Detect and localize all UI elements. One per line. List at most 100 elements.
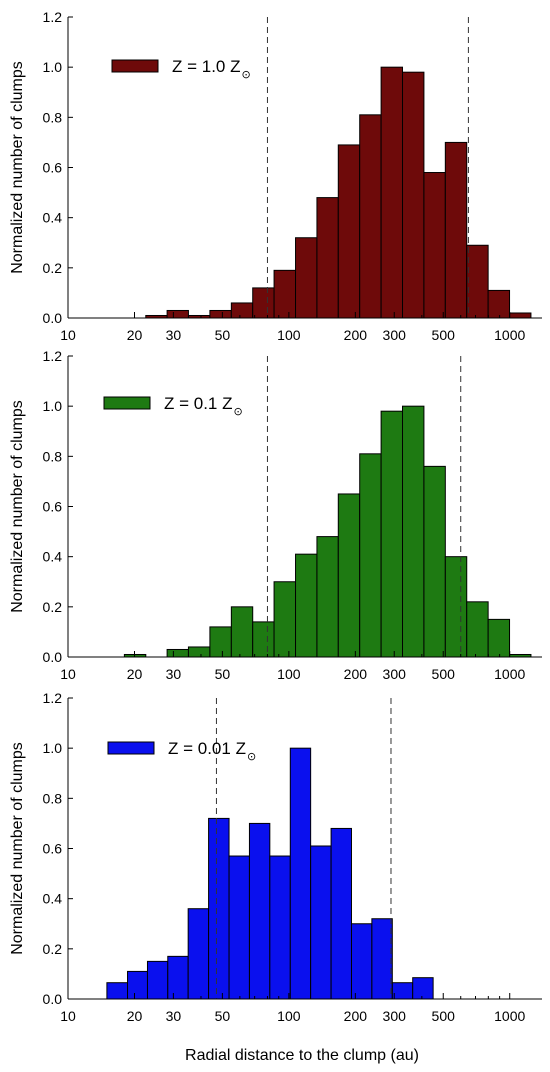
x-tick-label: 200 [344, 666, 368, 682]
y-tick-label: 0.2 [43, 599, 63, 615]
histogram-bar [166, 648, 189, 658]
x-tick-label: 1000 [494, 666, 525, 682]
y-tick-label: 0.6 [43, 160, 63, 176]
histogram-bar [380, 66, 404, 319]
histogram-bar [487, 289, 511, 319]
histogram-bar [444, 556, 468, 658]
y-tick-label: 0.2 [43, 260, 63, 276]
histogram-bar [187, 646, 211, 658]
histogram-bar [380, 410, 404, 658]
histogram-bar [359, 453, 382, 658]
histogram-bar [230, 606, 254, 658]
y-tick-label: 0.4 [43, 210, 63, 226]
x-tick-label: 50 [215, 327, 231, 343]
histogram-bar [166, 309, 189, 319]
y-axis-title: Normalized number of clumps [9, 742, 26, 955]
x-tick-label: 300 [383, 327, 407, 343]
x-tick-label: 1000 [494, 1008, 525, 1024]
x-tick-label: 100 [277, 327, 301, 343]
x-tick-label: 10 [60, 327, 76, 343]
y-tick-label: 0.2 [43, 941, 63, 957]
x-tick-label: 10 [60, 1008, 76, 1024]
y-tick-label: 1.2 [43, 9, 63, 25]
legend-swatch [111, 59, 159, 73]
y-tick-label: 0.8 [43, 790, 63, 806]
y-axis-title: Normalized number of clumps [9, 400, 26, 613]
histogram-bar [412, 977, 434, 1000]
histogram-bar [289, 747, 312, 1000]
x-tick-label: 30 [166, 666, 182, 682]
x-tick-label: 10 [60, 666, 76, 682]
histogram-bar [402, 71, 425, 319]
histogram-bar [252, 287, 275, 319]
histogram-bar [359, 114, 382, 319]
histogram-bar [466, 601, 489, 658]
histogram-bar [316, 197, 339, 319]
y-tick-label: 1.0 [43, 398, 63, 414]
chart-panel-1: 0.0 0.2 0.4 0.6 0.8 1.0 1.2 10 20 30 50 100 200 300 50… [9, 9, 542, 343]
histogram-bar [423, 465, 446, 658]
y-tick-label: 1.2 [43, 348, 63, 364]
y-tick-label: 1.0 [43, 740, 63, 756]
x-tick-label: 20 [127, 327, 143, 343]
y-tick-label: 1.2 [43, 690, 63, 706]
x-tick-label: 100 [277, 666, 301, 682]
x-tick-label: 100 [277, 1008, 301, 1024]
x-tick-label: 30 [166, 327, 182, 343]
histogram-bar [337, 493, 361, 658]
histogram-bar [167, 955, 189, 1000]
histogram-bar [106, 982, 129, 1000]
histogram-bar [248, 822, 271, 1000]
y-tick-label: 0.0 [43, 310, 63, 326]
y-tick-label: 0.8 [43, 448, 63, 464]
sun-symbol: ⊙ [242, 68, 251, 81]
legend-label: Z = 1.0 Z [172, 57, 241, 76]
y-tick-label: 0.6 [43, 499, 63, 515]
y-axis-title: Normalized number of clumps [9, 61, 26, 274]
x-tick-label: 30 [166, 1008, 182, 1024]
histogram-bar [208, 817, 230, 1000]
histogram-bar [252, 621, 275, 658]
histogram-bar [371, 918, 393, 1000]
histogram-bar [330, 827, 352, 1000]
x-tick-label: 500 [432, 1008, 456, 1024]
y-tick-label: 1.0 [43, 59, 63, 75]
x-tick-label: 300 [383, 666, 407, 682]
x-tick-label: 1000 [494, 327, 525, 343]
histogram-bar [466, 244, 489, 319]
x-tick-label: 20 [127, 1008, 143, 1024]
y-tick-label: 0.0 [43, 991, 63, 1007]
histogram-bar [273, 581, 297, 658]
histogram-bar [391, 982, 414, 1000]
y-tick-label: 0.6 [43, 841, 63, 857]
sun-symbol: ⊙ [247, 750, 256, 763]
histogram-bar [350, 923, 373, 1000]
histogram-bar [316, 536, 339, 658]
y-tick-label: 0.4 [43, 549, 63, 565]
histogram-bar [209, 309, 232, 319]
x-tick-label: 200 [344, 1008, 368, 1024]
histogram-bar [230, 302, 254, 319]
histogram-bar [228, 855, 250, 1000]
x-tick-label: 500 [432, 327, 456, 343]
chart-panel-2: 0.0 0.2 0.4 0.6 0.8 1.0 1.2 10 20 30 50 100 200 300 50… [9, 348, 542, 682]
histogram-bar [402, 405, 425, 658]
histogram-bar [509, 312, 532, 319]
x-tick-label: 300 [383, 1008, 407, 1024]
histogram-bar [295, 553, 318, 658]
histogram-bar [487, 618, 511, 658]
histogram-bar [310, 845, 332, 1000]
histogram-bar [273, 269, 297, 319]
x-tick-label: 50 [215, 666, 231, 682]
histogram-bar [127, 970, 148, 1000]
shared-x-axis-title: Radial distance to the clump (au) [185, 1047, 419, 1064]
histogram-bar [444, 141, 468, 319]
y-tick-label: 0.4 [43, 891, 63, 907]
histogram-bar [269, 855, 291, 1000]
chart-panel-3: 0.0 0.2 0.4 0.6 0.8 1.0 1.2 10 20 30 50 100 200 300 50… [9, 690, 542, 1024]
sun-symbol: ⊙ [234, 405, 243, 418]
legend-label: Z = 0.1 Z [164, 394, 233, 413]
histogram-bar [209, 626, 232, 658]
y-tick-label: 0.8 [43, 109, 63, 125]
